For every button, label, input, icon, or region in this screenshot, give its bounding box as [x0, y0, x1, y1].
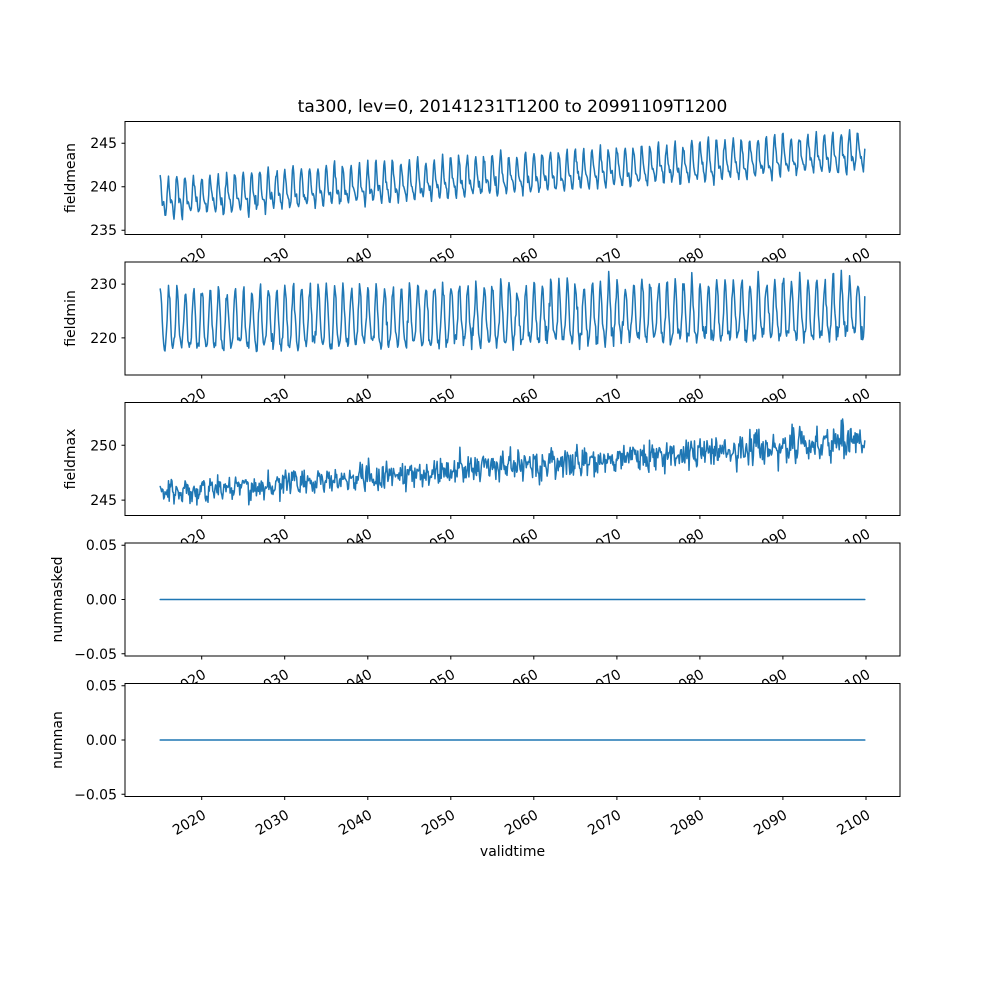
y-axis-label-numnan: numnan	[50, 711, 66, 769]
x-tick-label: 2050	[419, 807, 458, 839]
axes-frame	[124, 402, 901, 516]
x-tick-label: 2060	[502, 807, 541, 839]
y-axis-label-fieldmax: fieldmax	[63, 429, 79, 490]
y-tick-label: 235	[90, 223, 117, 239]
y-tick-label: 250	[90, 438, 117, 454]
x-tick-marks	[201, 656, 867, 660]
y-axis-label-fieldmean: fieldmean	[63, 143, 79, 213]
y-tick-label: 0.05	[86, 538, 117, 554]
y-tick-label: 230	[90, 277, 117, 293]
series-line-fieldmin	[159, 269, 866, 353]
x-tick-marks	[201, 234, 867, 238]
x-tick-label: 2080	[668, 807, 707, 839]
y-axis-label-fieldmin: fieldmin	[63, 290, 79, 347]
series-line-fieldmax	[159, 418, 866, 506]
y-tick-marks	[121, 444, 125, 501]
y-tick-label: 0.00	[86, 593, 117, 609]
y-tick-label: 245	[90, 136, 117, 152]
y-tick-label: −0.05	[74, 787, 117, 803]
figure-title: ta300, lev=0, 20141231T1200 to 20991109T…	[298, 97, 728, 117]
x-tick-label: 2070	[585, 807, 624, 839]
x-tick-marks	[201, 796, 867, 800]
y-tick-label: 220	[90, 331, 117, 347]
x-tick-marks	[201, 515, 867, 519]
subplots-group: 235 240 245 fieldmean 2020 2030 2040 2050 2060 20…	[50, 121, 901, 839]
x-tick-label: 2040	[336, 807, 375, 839]
subplot-numnan: −0.05 0.00 0.05 numnan 2020 2030 2040 2050 2060 2…	[50, 679, 901, 839]
x-tick-label: 2090	[751, 807, 790, 839]
axes-frame	[124, 121, 901, 235]
y-tick-marks	[121, 685, 125, 795]
x-tick-label: 2030	[253, 807, 292, 839]
y-tick-marks	[121, 283, 125, 339]
y-tick-label: 0.05	[86, 679, 117, 695]
y-tick-label: −0.05	[74, 647, 117, 663]
series-line-fieldmean	[159, 129, 866, 221]
y-tick-label: 0.00	[86, 733, 117, 749]
y-axis-label-nummasked: nummasked	[50, 556, 66, 642]
x-tick-label: 2100	[834, 807, 873, 839]
x-tick-label: 2020	[170, 807, 209, 839]
x-tick-marks	[201, 375, 867, 379]
y-tick-marks	[121, 544, 125, 655]
x-axis-label: validtime	[480, 844, 545, 860]
y-tick-marks	[121, 142, 125, 231]
y-tick-label: 240	[90, 180, 117, 196]
y-tick-label: 245	[90, 493, 117, 509]
